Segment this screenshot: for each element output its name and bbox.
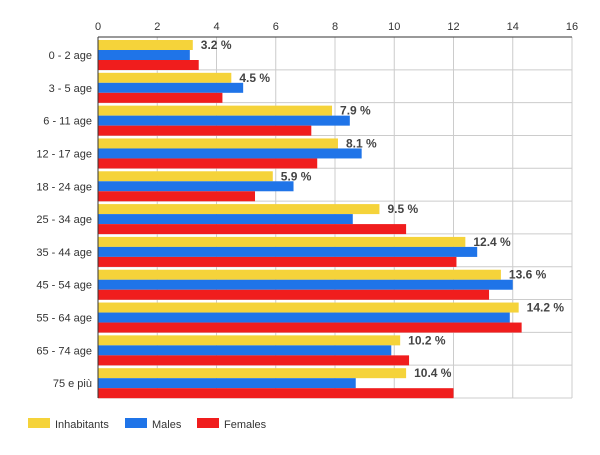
bar-females-0: [98, 60, 199, 70]
data-label: 14.2 %: [527, 301, 565, 315]
x-tick-label: 16: [566, 21, 578, 33]
x-tick-label: 12: [447, 21, 459, 33]
bar-males-10: [98, 378, 356, 389]
x-tick-label: 6: [273, 21, 279, 33]
legend-swatch-inhabitants: [28, 418, 50, 428]
data-label: 8.1 %: [346, 136, 377, 150]
bar-inhabitants-10: [98, 368, 407, 379]
bar-males-8: [98, 312, 510, 323]
bar-females-2: [98, 125, 312, 136]
y-tick-label: 25 - 34 age: [36, 214, 92, 226]
y-tick-label: 12 - 17 age: [36, 148, 92, 160]
y-tick-label: 75 e più: [53, 378, 92, 390]
y-tick-label: 65 - 74 age: [36, 345, 92, 357]
bar-inhabitants-6: [98, 236, 466, 247]
bar-females-7: [98, 289, 490, 300]
x-tick-label: 10: [388, 21, 400, 33]
bar-females-10: [98, 388, 454, 399]
bar-males-9: [98, 345, 392, 356]
y-tick-label: 3 - 5 age: [49, 83, 92, 95]
legend-swatch-males: [125, 418, 147, 428]
bars: [98, 40, 522, 399]
data-label: 7.9 %: [340, 104, 371, 118]
bar-males-1: [98, 82, 244, 93]
data-label: 9.5 %: [387, 202, 418, 216]
bar-inhabitants-2: [98, 105, 333, 116]
bar-inhabitants-4: [98, 171, 273, 182]
x-tick-label: 4: [213, 21, 219, 33]
bar-inhabitants-7: [98, 269, 501, 280]
x-tick-label: 0: [95, 21, 101, 33]
x-tick-label: 14: [507, 21, 519, 33]
bar-females-6: [98, 256, 457, 267]
data-label: 10.2 %: [408, 333, 446, 347]
bar-inhabitants-5: [98, 204, 380, 215]
legend-swatch-females: [197, 418, 219, 428]
legend-label-inhabitants: Inhabitants: [55, 419, 109, 431]
data-label: 10.4 %: [414, 366, 452, 380]
bar-males-3: [98, 148, 362, 159]
data-label: 12.4 %: [473, 235, 511, 249]
y-tick-label: 55 - 64 age: [36, 313, 92, 325]
bar-females-4: [98, 191, 256, 202]
bar-males-6: [98, 246, 478, 257]
bar-males-5: [98, 214, 353, 225]
data-label: 4.5 %: [239, 71, 270, 85]
bar-females-9: [98, 355, 410, 366]
data-label: 13.6 %: [509, 268, 547, 282]
y-tick-label: 35 - 44 age: [36, 247, 92, 259]
y-tick-label: 6 - 11 age: [43, 116, 92, 128]
bar-females-1: [98, 92, 223, 103]
x-tick-label: 8: [332, 21, 338, 33]
data-labels: 3.2 % 4.5 % 7.9 % 8.1 % 5.9 % 9.5 % 12.4 % 13.6…: [201, 38, 565, 380]
bar-inhabitants-0: [98, 40, 193, 50]
legend: Inhabitants Males Females: [28, 418, 267, 431]
y-tick-label: 0 - 2 age: [49, 50, 92, 62]
bar-females-3: [98, 158, 318, 169]
legend-label-females: Females: [224, 419, 267, 431]
bar-inhabitants-9: [98, 335, 401, 346]
axes: 0 2 4 6 8 10 12 14 16 0 - 2 age 3 - 5 age 6 - 11 ag…: [36, 21, 578, 398]
y-tick-label: 45 - 54 age: [36, 280, 92, 292]
bar-males-2: [98, 115, 350, 126]
bar-inhabitants-1: [98, 72, 232, 83]
x-tick-label: 2: [154, 21, 160, 33]
bar-inhabitants-8: [98, 302, 519, 313]
bar-males-4: [98, 181, 294, 192]
bar-females-8: [98, 322, 522, 333]
bar-inhabitants-3: [98, 138, 338, 149]
data-label: 3.2 %: [201, 38, 232, 52]
bar-females-5: [98, 224, 407, 235]
legend-label-males: Males: [152, 419, 182, 431]
y-tick-label: 18 - 24 age: [36, 181, 92, 193]
bar-males-7: [98, 279, 513, 290]
data-label: 5.9 %: [281, 169, 312, 183]
bar-males-0: [98, 50, 190, 60]
